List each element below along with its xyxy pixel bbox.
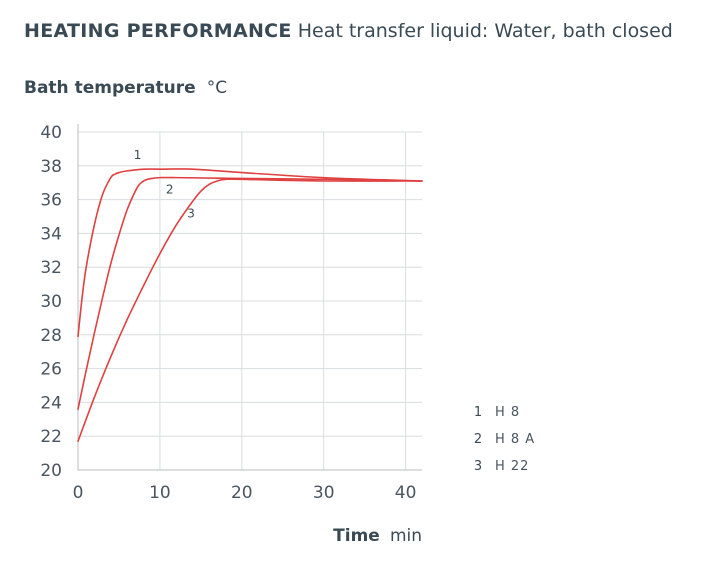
x-tick-label: 30: [313, 483, 335, 503]
y-tick-label: 26: [40, 360, 62, 380]
y-tick-label: 30: [40, 292, 62, 312]
x-tick-label: 40: [395, 483, 417, 503]
y-axis-label: Bath temperature °C: [24, 78, 227, 98]
y-tick-label: 34: [40, 224, 62, 244]
curve-label-1: 1: [134, 148, 142, 162]
curve-label-3: 3: [187, 207, 195, 221]
legend-name-1: H 8: [495, 405, 520, 420]
x-tick-label: 20: [231, 483, 253, 503]
series-lines: [77, 168, 423, 443]
chart-subtitle: Heat transfer liquid: Water, bath closed: [297, 20, 673, 42]
series-line-3: [77, 178, 423, 443]
x-axis-label: Time min: [333, 526, 422, 546]
grid-lines: [78, 131, 422, 470]
chart-title-block: HEATING PERFORMANCE Heat transfer liquid…: [24, 20, 673, 42]
axes: [77, 124, 422, 471]
y-tick-label: 32: [40, 258, 62, 278]
chart-title: HEATING PERFORMANCE: [24, 20, 292, 42]
legend-number-1: 1: [474, 405, 482, 420]
y-tick-label: 36: [40, 191, 62, 211]
legend-name-3: H 22: [495, 459, 529, 474]
y-tick-label: 40: [40, 123, 62, 143]
x-axis-unit: min: [390, 526, 422, 546]
legend: 1 H 8 2 H 8 A 3 H 22: [474, 405, 535, 474]
x-tick-label: 0: [73, 483, 84, 503]
y-tick-label: 20: [40, 461, 62, 481]
y-tick-label: 38: [40, 157, 62, 177]
x-axis-label-text: Time: [333, 526, 380, 546]
y-tick-label: 28: [40, 326, 62, 346]
x-tick-label: 10: [149, 483, 171, 503]
curve-labels: 1 23: [134, 148, 195, 220]
curve-label-2: 2: [166, 183, 174, 197]
legend-number-3: 3: [474, 459, 482, 474]
tick-labels: 20 22 24 26 28 30 32 34 36 38 40 0 10 20 30 40: [40, 123, 416, 503]
y-tick-label: 22: [40, 427, 62, 447]
series-line-2: [77, 176, 423, 410]
legend-number-2: 2: [474, 432, 482, 447]
y-axis-label-text: Bath temperature: [24, 78, 196, 98]
y-axis-unit: °C: [207, 78, 227, 98]
y-tick-label: 24: [40, 393, 62, 413]
legend-name-2: H 8 A: [495, 432, 535, 447]
series-line-1: [77, 168, 423, 338]
